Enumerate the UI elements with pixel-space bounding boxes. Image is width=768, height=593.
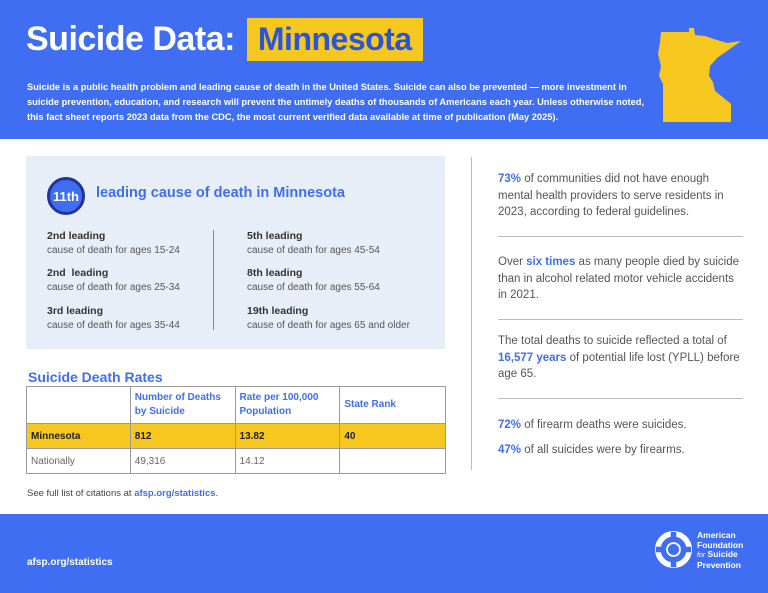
table-header-cell: State Rank bbox=[339, 386, 446, 424]
logo-line-suicide: Suicide bbox=[705, 549, 738, 559]
table-cell: 40 bbox=[339, 423, 446, 449]
stat-divider bbox=[498, 398, 743, 399]
stat-text: of firearm deaths were suicides. bbox=[521, 419, 687, 431]
stat-divider bbox=[498, 319, 743, 320]
stat-pre: The total deaths to suicide reflected a … bbox=[498, 335, 727, 347]
stat-alcohol-comparison: Over six times as many people died by su… bbox=[498, 254, 743, 304]
citation-end: . bbox=[215, 488, 219, 499]
rank-item-title: 3rd leading bbox=[47, 305, 104, 317]
rank-item-subtitle: cause of death for ages 25-34 bbox=[47, 282, 180, 293]
state-name-highlight: Minnesota bbox=[246, 17, 423, 61]
stat-text: of potential life lost (YPLL) before age… bbox=[498, 351, 740, 381]
table-header-cell bbox=[26, 386, 131, 424]
table-cell: 49,316 bbox=[129, 448, 236, 474]
logo-line: Prevention bbox=[697, 559, 741, 570]
stat-ypll: The total deaths to suicide reflected a … bbox=[498, 333, 743, 383]
stat-text: of all suicides were by firearms. bbox=[521, 444, 685, 456]
rank-item-subtitle: cause of death for ages 35-44 bbox=[47, 320, 180, 331]
logo-line: for Suicide bbox=[697, 549, 743, 561]
footer-url[interactable]: afsp.org/statistics bbox=[27, 557, 113, 568]
minnesota-state-outline-icon bbox=[658, 28, 741, 122]
rank-item: 3rd leading cause of death for ages 35-4… bbox=[47, 304, 237, 333]
rank-item-title: 5th leading bbox=[247, 230, 303, 242]
stat-highlight: 73% bbox=[498, 173, 522, 185]
stat-providers: 73% of communities did not have enough m… bbox=[498, 171, 743, 221]
table-cell bbox=[339, 448, 446, 474]
citation-link[interactable]: afsp.org/statistics bbox=[134, 488, 216, 499]
citation-note: See full list of citations at afsp.org/s… bbox=[27, 488, 218, 499]
rank-badge: 11th bbox=[47, 177, 85, 215]
stat-text: as many people died by suicide than in a… bbox=[498, 256, 740, 301]
rank-item-title: 19th leading bbox=[247, 305, 309, 317]
logo-line-for: for bbox=[697, 552, 706, 559]
table-header-cell: Number of Deaths by Suicide bbox=[129, 386, 236, 424]
stat-divider bbox=[498, 236, 743, 237]
rank-heading: leading cause of death in Minnesota bbox=[96, 185, 345, 201]
rates-table: Number of Deaths by Suicide Rate per 100… bbox=[26, 386, 446, 474]
table-cell: Minnesota bbox=[26, 423, 131, 449]
stat-firearm-deaths: 72% of firearm deaths were suicides. bbox=[498, 417, 743, 434]
rank-item: 2nd leading cause of death for ages 15-2… bbox=[47, 229, 237, 258]
rank-item-subtitle: cause of death for ages 65 and older bbox=[247, 320, 410, 331]
table-cell: Nationally bbox=[26, 448, 131, 474]
stat-pre: Over bbox=[498, 256, 527, 268]
title-text: Suicide Data: bbox=[26, 19, 235, 58]
rank-item-subtitle: cause of death for ages 55-64 bbox=[247, 282, 380, 293]
stat-highlight: 16,577 years bbox=[498, 351, 567, 364]
logo-line: American bbox=[697, 530, 736, 540]
table-row-national: Nationally 49,316 14.12 bbox=[26, 448, 446, 474]
column-divider bbox=[471, 157, 472, 470]
table-cell: 14.12 bbox=[234, 448, 341, 474]
rank-item-title: 2nd leading bbox=[47, 230, 106, 242]
rank-item: 19th leading cause of death for ages 65 … bbox=[247, 304, 437, 333]
rank-item: 8th leading cause of death for ages 55-6… bbox=[247, 266, 437, 295]
rank-item-subtitle: cause of death for ages 45-54 bbox=[247, 245, 380, 256]
afsp-life-ring-logo-icon bbox=[655, 531, 692, 568]
rank-item-title: 8th leading bbox=[247, 267, 303, 279]
intro-paragraph: Suicide is a public health problem and l… bbox=[27, 82, 645, 122]
citation-text: See full list of citations at bbox=[27, 488, 132, 499]
stat-highlight: six times bbox=[526, 256, 576, 268]
panel-divider bbox=[213, 230, 214, 330]
rank-item-title: 2nd leading bbox=[47, 267, 109, 279]
table-row-state: Minnesota 812 13.82 40 bbox=[26, 423, 446, 449]
logo-line: Foundation bbox=[697, 539, 744, 550]
leading-cause-panel bbox=[26, 156, 445, 349]
table-header-cell: Rate per 100,000 Population bbox=[234, 386, 341, 424]
stat-text: of communities did not have enough menta… bbox=[498, 173, 724, 218]
rank-item: 5th leading cause of death for ages 45-5… bbox=[247, 229, 437, 258]
table-cell: 13.82 bbox=[234, 423, 341, 449]
rank-item-subtitle: cause of death for ages 15-24 bbox=[47, 245, 180, 256]
rates-title: Suicide Death Rates bbox=[28, 369, 163, 385]
afsp-logo-text: American Foundation for Suicide Preventi… bbox=[697, 530, 744, 570]
stat-firearm-suicides: 47% of all suicides were by firearms. bbox=[498, 442, 743, 459]
stat-highlight: 47% bbox=[498, 444, 522, 456]
table-header-row: Number of Deaths by Suicide Rate per 100… bbox=[26, 386, 446, 424]
table-cell: 812 bbox=[129, 423, 236, 449]
footer-banner bbox=[0, 514, 768, 593]
page-title: Suicide Data: Minnesota bbox=[26, 16, 423, 62]
rank-item: 2nd leading cause of death for ages 25-3… bbox=[47, 266, 237, 295]
stat-highlight: 72% bbox=[498, 419, 522, 431]
